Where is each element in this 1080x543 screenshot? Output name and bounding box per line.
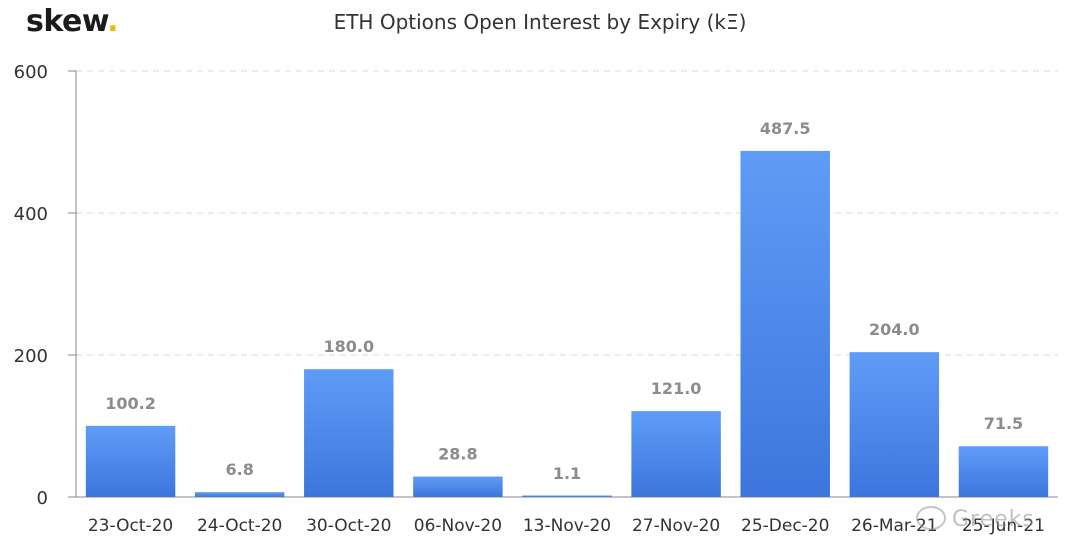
bar xyxy=(958,446,1049,497)
watermark: Greeks xyxy=(916,506,1035,532)
data-labels: 100.2 6.8 180.0 28.8 1.1 121.0 487.5 204.0 71.5 xyxy=(105,119,1023,483)
data-label: 487.5 xyxy=(760,119,811,138)
data-label: 121.0 xyxy=(651,379,702,398)
bar xyxy=(194,492,285,497)
gridlines xyxy=(76,70,1058,356)
data-label: 1.1 xyxy=(553,464,581,483)
x-tick-label: 23-Oct-20 xyxy=(88,516,173,536)
x-tick-label: 24-Oct-20 xyxy=(197,516,282,536)
logo-dot: . xyxy=(107,4,119,39)
skew-logo: skew. xyxy=(26,4,119,39)
data-label: 71.5 xyxy=(984,414,1023,433)
wechat-icon xyxy=(916,506,946,530)
bar xyxy=(631,411,721,497)
bar xyxy=(304,369,394,497)
x-tick-label: 06-Nov-20 xyxy=(414,516,502,536)
data-label: 6.8 xyxy=(225,460,253,479)
logo-text: skew xyxy=(26,4,108,39)
data-label: 100.2 xyxy=(105,394,156,413)
y-tick-label: 200 xyxy=(14,346,48,367)
chart-title: ETH Options Open Interest by Expiry (kΞ) xyxy=(333,10,747,34)
bar xyxy=(522,495,612,497)
bar xyxy=(85,425,176,497)
bar xyxy=(849,352,940,497)
y-tick-label: 400 xyxy=(14,204,48,225)
x-tick-label: 26-Mar-21 xyxy=(851,516,938,536)
y-tick-label: 0 xyxy=(37,488,48,509)
tick-labels: 0 200 400 600 23-Oct-20 24-Oct-20 30-Oct-20 06-… xyxy=(14,62,1045,536)
x-tick-label: 30-Oct-20 xyxy=(306,516,391,536)
watermark-text: Greeks xyxy=(952,507,1035,532)
x-tick-label: 25-Dec-20 xyxy=(741,516,829,536)
bars xyxy=(85,150,1049,497)
data-label: 204.0 xyxy=(869,320,920,339)
x-tick-label: 13-Nov-20 xyxy=(523,516,611,536)
bar xyxy=(413,476,503,497)
x-tick-label: 25-Jun-21 xyxy=(962,516,1045,536)
x-tick-label: 27-Nov-20 xyxy=(632,516,720,536)
bar xyxy=(740,150,830,497)
y-tick-label: 600 xyxy=(14,62,48,83)
data-label: 28.8 xyxy=(438,445,477,464)
data-label: 180.0 xyxy=(323,337,374,356)
